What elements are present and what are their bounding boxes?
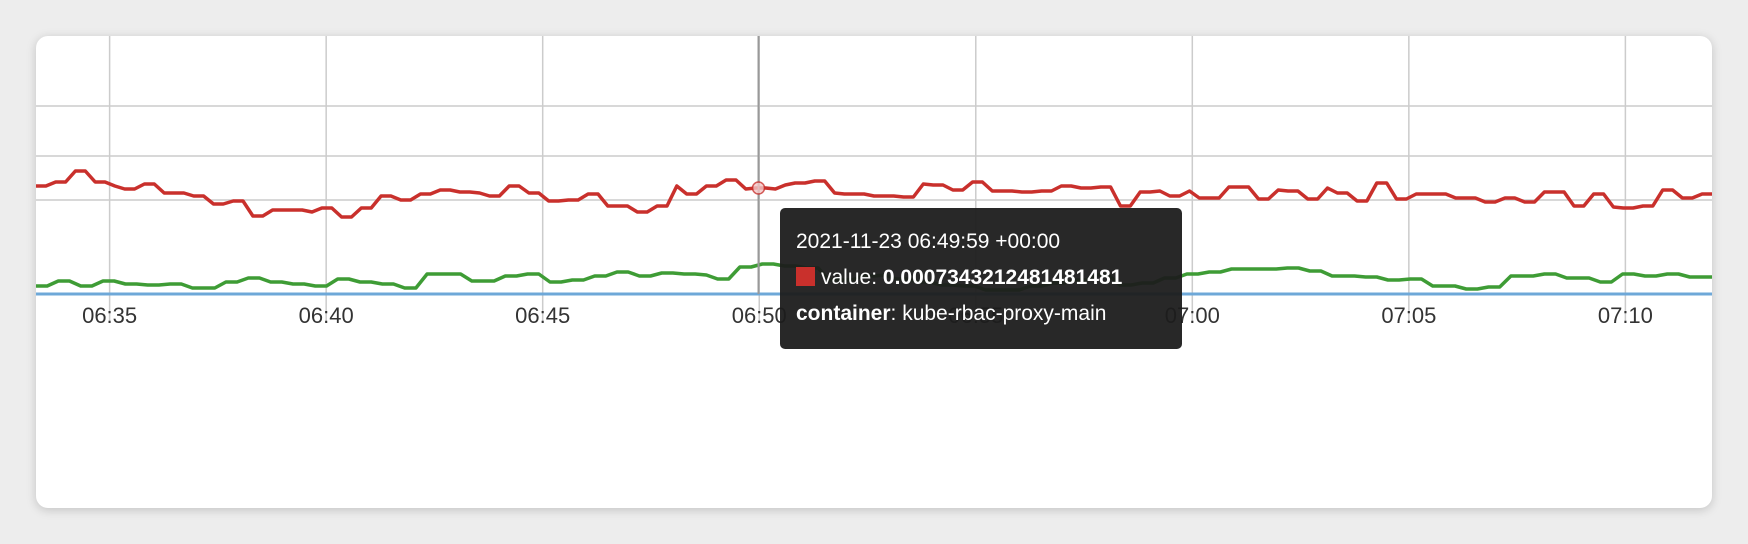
tooltip-value-label: value: (821, 266, 878, 289)
graph-panel: 06:3506:4006:4506:5006:5507:0007:0507:10… (36, 36, 1712, 508)
series-color-swatch (796, 267, 815, 286)
x-tick-label: 07:05 (1381, 303, 1436, 328)
x-tick-label: 07:10 (1598, 303, 1653, 328)
x-tick-label: 06:35 (82, 303, 137, 328)
tooltip-timestamp: 2021-11-23 06:49:59 +00:00 (796, 230, 1061, 253)
hover-point-marker (751, 181, 766, 195)
grid (36, 36, 1712, 322)
tooltip-label-row: container: kube-rbac-proxy-main (796, 302, 1107, 325)
x-tick-label: 06:50 (732, 303, 787, 328)
tooltip-value-row: value: 0.0007343212481481481 (796, 260, 1182, 296)
x-tick-label: 06:40 (299, 303, 354, 328)
tooltip-value: 0.0007343212481481481 (882, 266, 1123, 289)
tooltip-label-value: kube-rbac-proxy-main (902, 302, 1107, 325)
tooltip-label-name: container (796, 302, 891, 325)
hover-tooltip: 2021-11-23 06:49:59 +00:00 value: 0.0007… (780, 208, 1182, 349)
series-line (36, 169, 1712, 219)
x-tick-label: 06:45 (515, 303, 570, 328)
